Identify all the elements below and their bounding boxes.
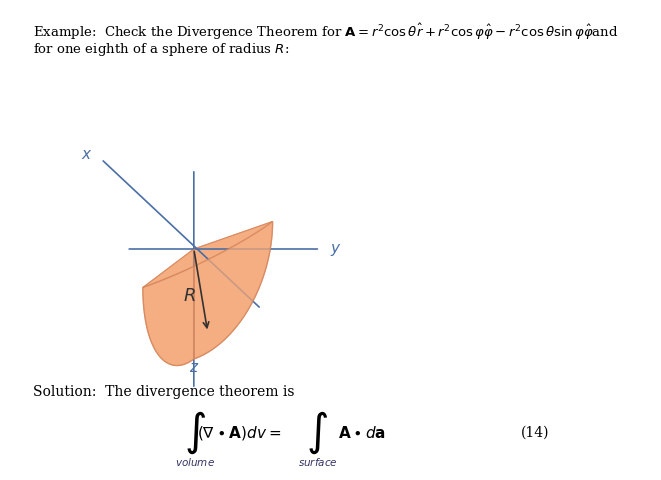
Text: Example:  Check the Divergence Theorem for $\mathbf{A} = r^2\cos\theta\hat{r} + : Example: Check the Divergence Theorem fo… — [34, 22, 619, 42]
Text: $(\nabla \bullet \mathbf{A})dv =$: $(\nabla \bullet \mathbf{A})dv =$ — [198, 423, 282, 441]
Text: $x$: $x$ — [81, 147, 93, 162]
Polygon shape — [194, 222, 272, 359]
Text: $\int$: $\int$ — [307, 409, 329, 455]
Text: $\mathbf{A} \bullet d\mathbf{a}$: $\mathbf{A} \bullet d\mathbf{a}$ — [338, 424, 386, 440]
Polygon shape — [143, 222, 272, 366]
Text: $\int$: $\int$ — [184, 409, 206, 455]
Text: $z$: $z$ — [188, 359, 199, 374]
Text: $y$: $y$ — [330, 241, 342, 257]
Text: $\mathit{surface}$: $\mathit{surface}$ — [297, 455, 338, 467]
Text: Solution:  The divergence theorem is: Solution: The divergence theorem is — [34, 384, 295, 398]
Text: (14): (14) — [520, 425, 549, 439]
Text: for one eighth of a sphere of radius $R$:: for one eighth of a sphere of radius $R$… — [34, 41, 290, 58]
Text: $R$: $R$ — [183, 287, 196, 305]
Text: $\mathit{volume}$: $\mathit{volume}$ — [175, 455, 215, 467]
Polygon shape — [143, 222, 272, 288]
Polygon shape — [143, 250, 194, 366]
